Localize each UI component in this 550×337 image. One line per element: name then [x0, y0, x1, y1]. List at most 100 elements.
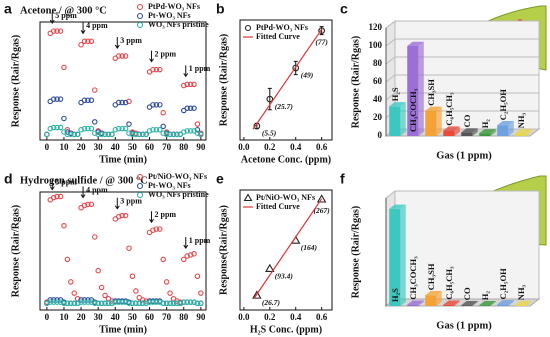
data-point — [194, 130, 201, 136]
bar-label: CH₃SH — [426, 263, 436, 290]
bar-label: C₂H₅OH — [498, 268, 508, 299]
bar-label: CH₃COCH₃ — [408, 256, 418, 300]
x-tick-label: 0.4 — [290, 312, 302, 322]
data-point — [318, 27, 325, 35]
value-label: (49) — [301, 71, 314, 80]
data-point — [47, 299, 54, 305]
data-point — [88, 97, 95, 104]
bar — [425, 295, 437, 306]
data-point — [119, 125, 125, 132]
data-point — [81, 299, 88, 305]
value-label: (164) — [301, 243, 318, 252]
y-axis-label: Response (Rair/Rgas) — [10, 205, 21, 298]
data-point — [194, 127, 201, 133]
annotation-arrow — [183, 237, 189, 249]
data-point — [194, 300, 201, 307]
bar — [497, 125, 509, 136]
data-point — [105, 131, 112, 138]
legend-marker — [136, 182, 144, 190]
x-tick-label: 50 — [128, 142, 138, 152]
bar-top — [497, 300, 514, 305]
legend-label: WO₃ NFs pristine — [148, 190, 209, 199]
data-point — [153, 102, 160, 108]
bar — [461, 132, 473, 136]
annotation-arrow — [149, 211, 154, 224]
data-point — [143, 300, 149, 307]
bar-top — [515, 129, 532, 134]
data-point — [64, 131, 71, 138]
data-point — [160, 130, 166, 136]
grid-line — [385, 74, 539, 83]
annotation-arrow — [49, 178, 55, 191]
grid-line — [385, 56, 539, 65]
bar-label: H₂ — [480, 119, 490, 129]
data-point — [54, 299, 60, 305]
value-label: (77) — [315, 37, 328, 46]
y-axis-label: Response(Rair/Rgas) — [218, 205, 229, 295]
bar-label: CH₃COCH₃ — [408, 88, 418, 132]
x-axis-label: Time (min) — [99, 154, 147, 165]
legend-marker — [136, 173, 144, 181]
data-point — [61, 64, 67, 71]
data-point — [95, 131, 101, 138]
data-point — [71, 300, 77, 307]
data-point — [109, 131, 115, 138]
x-tick-label: 50 — [128, 312, 138, 322]
bar-top — [443, 300, 460, 305]
plot-frame — [39, 191, 207, 311]
data-point — [119, 99, 125, 106]
bar-top — [389, 102, 406, 107]
bar-side — [418, 300, 424, 306]
x-axis-label: Gas (1 ppm) — [436, 320, 492, 331]
bar-label: C₆H₅CH₃ — [444, 92, 454, 126]
data-point — [174, 131, 180, 138]
bar — [479, 133, 491, 136]
data-point — [194, 121, 201, 127]
data-point — [85, 299, 91, 305]
bar — [443, 304, 455, 306]
x-tick-label: 30 — [94, 142, 104, 152]
data-point — [194, 273, 201, 280]
bar-side — [508, 300, 514, 306]
value-label: (5.5) — [262, 129, 277, 138]
data-point — [316, 194, 327, 203]
data-point — [68, 131, 74, 138]
data-point — [136, 131, 143, 138]
data-point — [181, 82, 187, 89]
data-point — [81, 38, 88, 45]
data-point — [122, 212, 129, 219]
bar — [389, 208, 401, 306]
data-point — [133, 288, 139, 294]
bar-side — [400, 102, 406, 136]
data-point — [157, 127, 163, 133]
data-point — [119, 212, 125, 219]
data-point — [88, 299, 95, 305]
bar-side — [436, 106, 442, 136]
data-point — [102, 300, 108, 307]
data-point — [170, 300, 177, 307]
x-tick-label: 80 — [179, 312, 189, 322]
annotation: 5 ppm — [55, 11, 77, 20]
data-point — [129, 273, 136, 280]
bar — [389, 106, 401, 136]
x-tick-label: 10 — [59, 312, 69, 322]
x-axis-label: H₂S Conc. (ppm) — [250, 324, 322, 335]
bar-top — [389, 204, 406, 209]
annotation-arrow — [80, 22, 86, 35]
data-point — [61, 300, 67, 307]
data-point — [112, 127, 119, 133]
data-point — [78, 127, 84, 133]
data-point — [81, 125, 88, 132]
data-point — [54, 28, 60, 34]
y-tick-label: 100 — [369, 40, 383, 50]
bar-side — [490, 129, 496, 136]
data-point — [85, 38, 91, 45]
panel-label: e — [216, 171, 224, 187]
data-point — [57, 96, 64, 102]
annotation-arrow — [149, 50, 154, 63]
data-point — [143, 131, 149, 138]
data-point — [184, 128, 190, 134]
chart-title: Hydrogen sulfide / @ 300 °C — [20, 175, 148, 186]
data-point — [157, 66, 163, 73]
grid-line — [385, 20, 539, 29]
